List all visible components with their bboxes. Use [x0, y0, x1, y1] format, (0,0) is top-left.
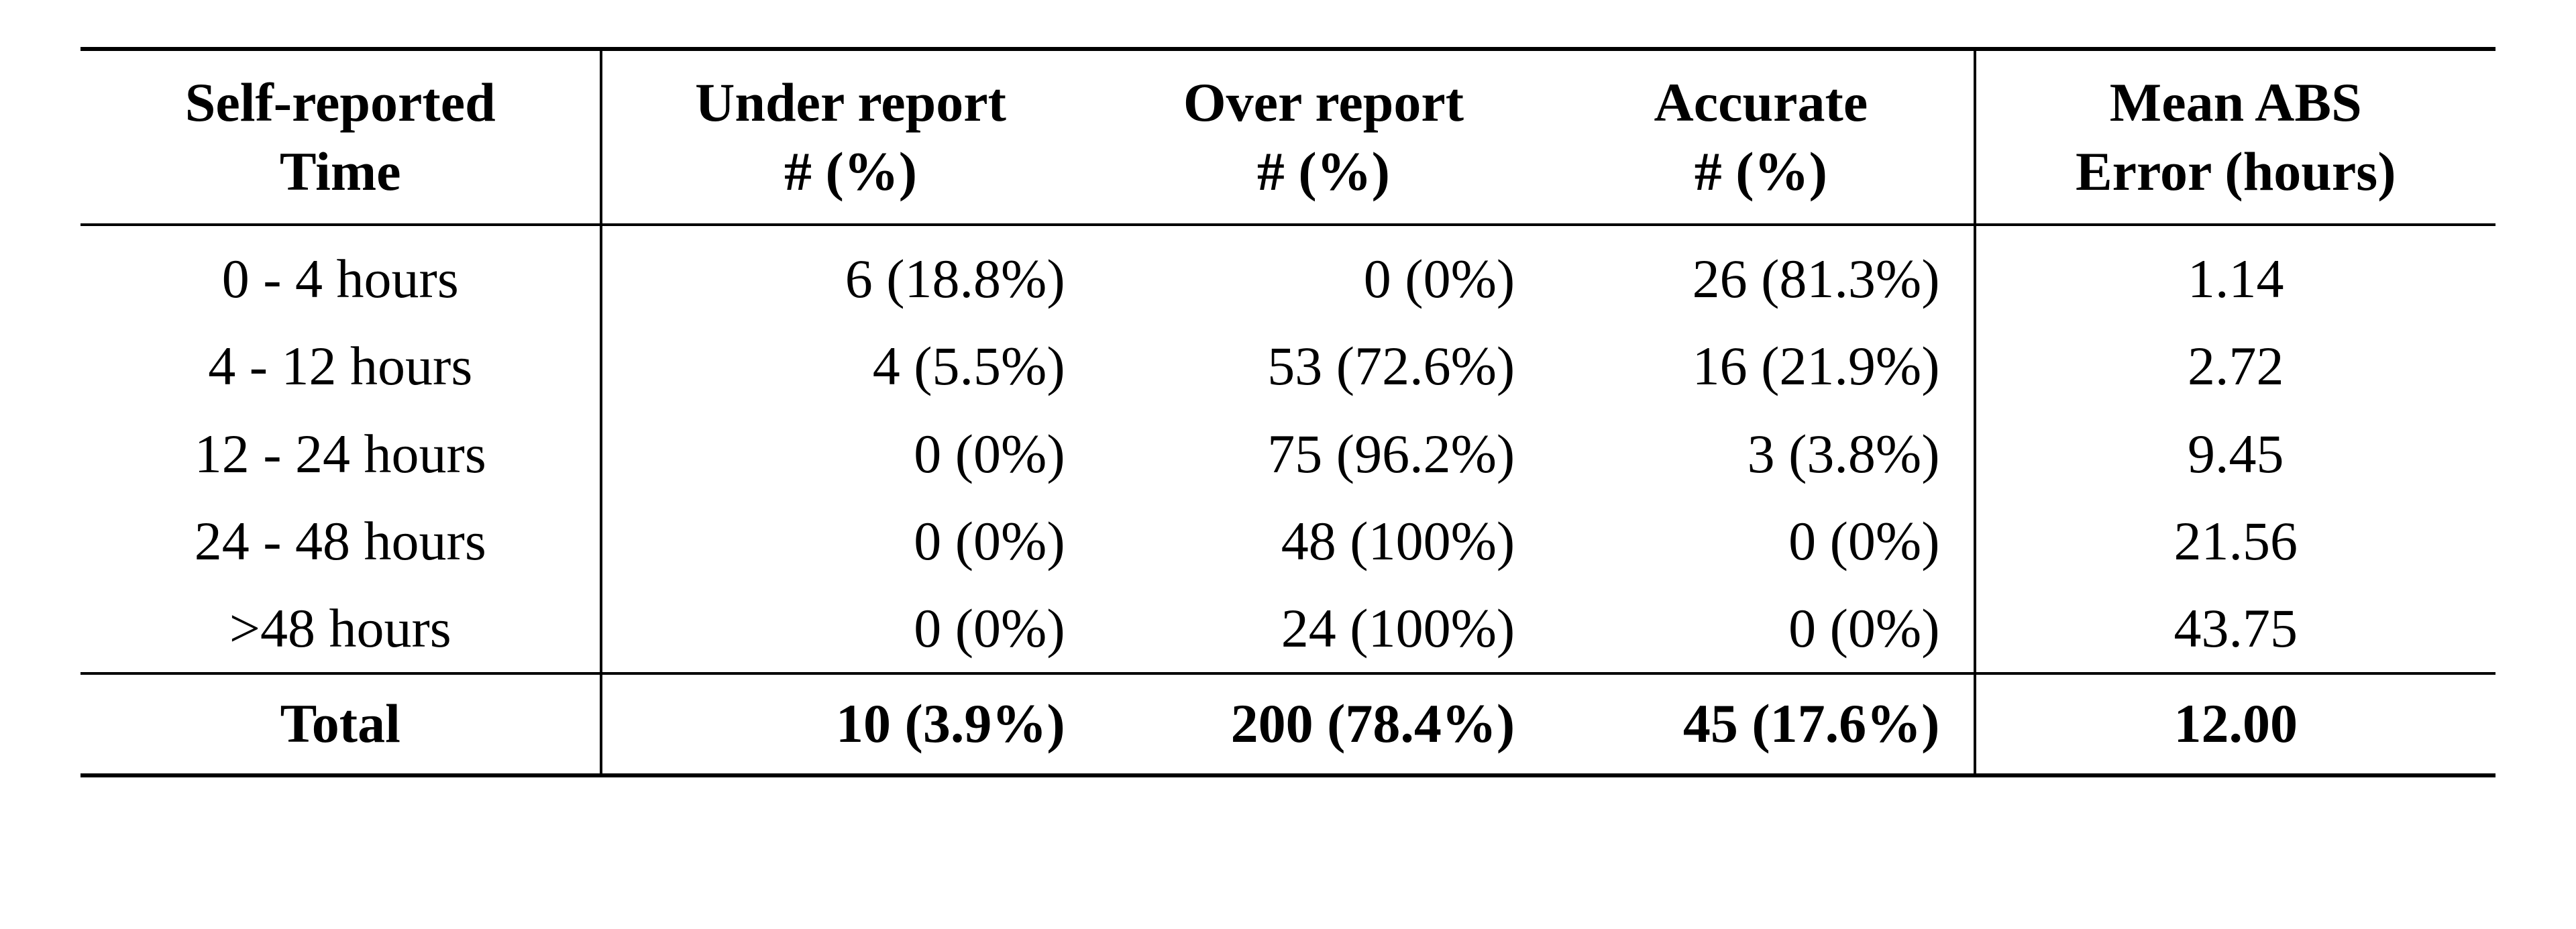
cell-over: 0 (0%) [1099, 225, 1549, 323]
col-header-time: Self-reported Time [80, 49, 601, 225]
table-row: >48 hours 0 (0%) 24 (100%) 0 (0%) 43.75 [80, 585, 2496, 673]
table-row: 12 - 24 hours 0 (0%) 75 (96.2%) 3 (3.8%)… [80, 411, 2496, 498]
accuracy-table: Self-reported Time Under report # (%) Ov… [80, 47, 2496, 777]
col-header-accurate-l2: # (%) [1568, 138, 1953, 207]
total-over: 200 (78.4%) [1099, 673, 1549, 775]
cell-under: 0 (0%) [601, 411, 1098, 498]
cell-over: 24 (100%) [1099, 585, 1549, 673]
col-header-under-l1: Under report [623, 68, 1078, 138]
col-header-time-l1: Self-reported [101, 68, 580, 138]
table-container: Self-reported Time Under report # (%) Ov… [0, 0, 2576, 804]
cell-under: 4 (5.5%) [601, 323, 1098, 410]
col-header-accurate-l1: Accurate [1568, 68, 1953, 138]
cell-err: 1.14 [1975, 225, 2496, 323]
col-header-error: Mean ABS Error (hours) [1975, 49, 2496, 225]
cell-err: 2.72 [1975, 323, 2496, 410]
cell-acc: 16 (21.9%) [1548, 323, 1974, 410]
cell-time: 12 - 24 hours [80, 411, 601, 498]
cell-over: 48 (100%) [1099, 498, 1549, 585]
col-header-error-l2: Error (hours) [1996, 138, 2476, 207]
col-header-over-l1: Over report [1119, 68, 1529, 138]
cell-time: 4 - 12 hours [80, 323, 601, 410]
total-acc: 45 (17.6%) [1548, 673, 1974, 775]
cell-err: 9.45 [1975, 411, 2496, 498]
col-header-over-l2: # (%) [1119, 138, 1529, 207]
cell-err: 21.56 [1975, 498, 2496, 585]
header-row: Self-reported Time Under report # (%) Ov… [80, 49, 2496, 225]
col-header-error-l1: Mean ABS [1996, 68, 2476, 138]
col-header-under-l2: # (%) [623, 138, 1078, 207]
cell-over: 53 (72.6%) [1099, 323, 1549, 410]
total-err: 12.00 [1975, 673, 2496, 775]
col-header-accurate: Accurate # (%) [1548, 49, 1974, 225]
cell-acc: 0 (0%) [1548, 498, 1974, 585]
col-header-over: Over report # (%) [1099, 49, 1549, 225]
cell-under: 6 (18.8%) [601, 225, 1098, 323]
cell-time: >48 hours [80, 585, 601, 673]
cell-acc: 0 (0%) [1548, 585, 1974, 673]
cell-acc: 26 (81.3%) [1548, 225, 1974, 323]
table-row: 0 - 4 hours 6 (18.8%) 0 (0%) 26 (81.3%) … [80, 225, 2496, 323]
col-header-time-l2: Time [101, 138, 580, 207]
cell-under: 0 (0%) [601, 498, 1098, 585]
total-row: Total 10 (3.9%) 200 (78.4%) 45 (17.6%) 1… [80, 673, 2496, 775]
table-row: 4 - 12 hours 4 (5.5%) 53 (72.6%) 16 (21.… [80, 323, 2496, 410]
cell-under: 0 (0%) [601, 585, 1098, 673]
cell-time: 0 - 4 hours [80, 225, 601, 323]
col-header-under: Under report # (%) [601, 49, 1098, 225]
cell-err: 43.75 [1975, 585, 2496, 673]
cell-acc: 3 (3.8%) [1548, 411, 1974, 498]
total-label: Total [80, 673, 601, 775]
cell-time: 24 - 48 hours [80, 498, 601, 585]
total-under: 10 (3.9%) [601, 673, 1098, 775]
table-row: 24 - 48 hours 0 (0%) 48 (100%) 0 (0%) 21… [80, 498, 2496, 585]
cell-over: 75 (96.2%) [1099, 411, 1549, 498]
